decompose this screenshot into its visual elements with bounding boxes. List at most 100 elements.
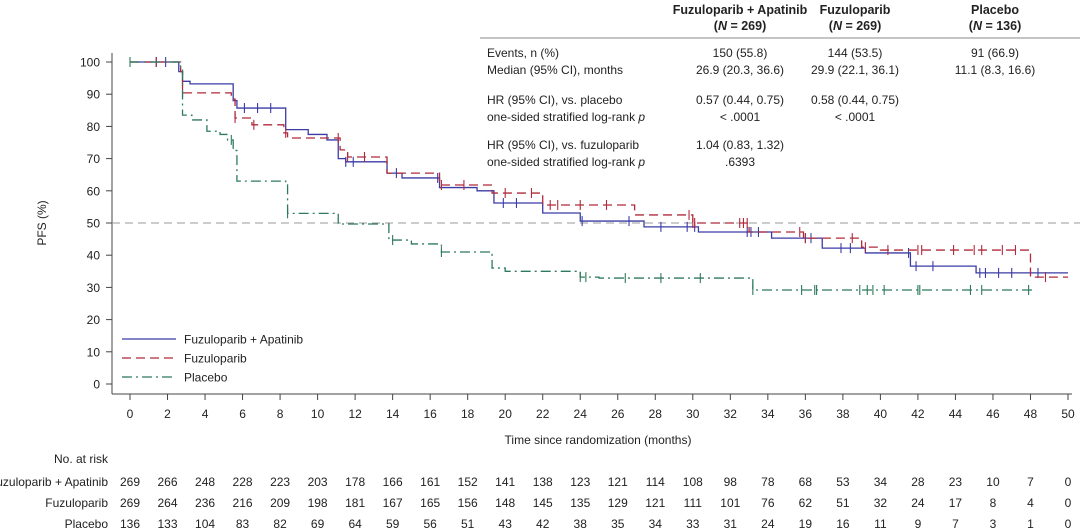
risk-value: 0 [1065,496,1072,510]
risk-value: 19 [799,517,813,529]
survival-curves [129,57,1068,295]
y-tick-label: 70 [87,152,101,166]
x-tick-label: 0 [127,407,134,421]
x-tick-label: 6 [239,407,246,421]
summary-table-header: Fuzuloparib + Apatinib(N = 269)Fuzulopar… [673,3,1022,33]
n-rest: = 269) [727,19,766,33]
risk-value: 9 [915,517,922,529]
n-prefix: ( [969,19,974,33]
risk-value: 42 [536,517,550,529]
summary-row-label-text: one-sided stratified log-rank [487,110,638,124]
x-tick-label: 28 [649,407,663,421]
risk-value: 33 [686,517,700,529]
risk-value: 38 [574,517,588,529]
risk-value: 152 [458,475,478,489]
x-tick-label: 22 [536,407,550,421]
risk-value: 16 [836,517,850,529]
summary-column-n: (N = 269) [714,19,766,33]
risk-value: 166 [383,475,403,489]
risk-row-label: Fuzuloparib + Apatinib [0,475,108,489]
summary-table-body: Events, n (%) 150 (55.8) 144 (53.5) 91 (66.… [487,46,1035,169]
y-axis-ticks: 0 10 20 30 40 50 60 70 80 90 100 [80,56,112,392]
y-tick-label: 20 [87,313,101,327]
summary-row-label-text: HR (95% CI), vs. fuzuloparib [487,138,639,152]
risk-table: Fuzuloparib + Apatinib 269 266 248 228 223 203… [0,475,1072,529]
risk-value: 34 [874,475,888,489]
summary-value: 91 (66.9) [971,46,1019,60]
risk-value: 248 [195,475,215,489]
risk-value: 203 [308,475,328,489]
x-tick-label: 48 [1024,407,1038,421]
risk-value: 141 [495,475,515,489]
x-tick-label: 14 [386,407,400,421]
risk-value: 17 [949,496,963,510]
y-tick-label: 80 [87,120,101,134]
risk-value: 145 [533,496,553,510]
risk-value: 209 [270,496,290,510]
risk-value: 135 [570,496,590,510]
risk-value: 121 [608,475,628,489]
x-tick-label: 36 [799,407,813,421]
series-line-2 [130,61,1035,291]
risk-value: 0 [1065,475,1072,489]
risk-value: 10 [986,475,1000,489]
risk-value: 266 [158,475,178,489]
risk-value: 82 [273,517,287,529]
risk-value: 59 [386,517,400,529]
risk-value: 23 [949,475,963,489]
y-axis-label: PFS (%) [35,200,49,245]
x-tick-label: 20 [499,407,513,421]
summary-row-label-text: Events, n (%) [487,46,559,60]
risk-value: 11 [874,517,887,529]
legend-label: Fuzuloparib + Apatinib [184,333,303,347]
summary-row-label: Median (95% CI), months [487,63,623,77]
risk-value: 0 [1065,517,1072,529]
summary-table: Fuzuloparib + Apatinib(N = 269)Fuzulopar… [480,3,1080,169]
risk-value: 53 [836,475,850,489]
risk-value: 62 [799,496,813,510]
n-prefix: ( [714,19,719,33]
risk-value: 228 [233,475,253,489]
risk-value: 69 [311,517,325,529]
y-tick-label: 30 [87,281,101,295]
risk-value: 138 [533,475,553,489]
risk-row-label: Fuzuloparib [45,496,108,510]
y-tick-label: 0 [93,378,100,392]
risk-value: 167 [383,496,403,510]
x-tick-label: 18 [461,407,475,421]
legend: Fuzuloparib + Apatinib Fuzuloparib Placebo [122,333,303,385]
x-tick-label: 50 [1061,407,1075,421]
x-axis-label: Time since randomization (months) [505,433,692,447]
summary-row-label-text: one-sided stratified log-rank [487,155,638,169]
risk-value: 223 [270,475,290,489]
summary-column-header: Fuzuloparib + Apatinib [673,3,808,17]
risk-value: 28 [911,475,925,489]
risk-value: 236 [195,496,215,510]
summary-value: < .0001 [835,110,876,124]
summary-value: 11.1 (8.3, 16.6) [955,63,1036,77]
x-tick-label: 30 [686,407,700,421]
x-tick-label: 26 [611,407,625,421]
summary-value: < .0001 [720,110,761,124]
risk-value: 51 [461,517,475,529]
n-italic: N [718,19,728,33]
risk-value: 34 [649,517,663,529]
y-tick-label: 50 [87,217,101,231]
legend-label: Placebo [184,371,228,385]
risk-value: 3 [990,517,997,529]
n-rest: = 136) [982,19,1021,33]
risk-value: 78 [761,475,775,489]
risk-value: 198 [308,496,328,510]
x-tick-label: 4 [202,407,209,421]
summary-value: 26.9 (20.3, 36.6) [696,63,784,77]
summary-value: 29.9 (22.1, 36.1) [811,63,899,77]
risk-value: 4 [1027,496,1034,510]
summary-column-n: (N = 136) [969,19,1021,33]
risk-value: 1 [1027,517,1034,529]
summary-row-label: Events, n (%) [487,46,559,60]
risk-value: 123 [570,475,590,489]
x-tick-label: 16 [423,407,437,421]
risk-value: 101 [720,496,740,510]
y-tick-label: 60 [87,184,101,198]
risk-value: 121 [645,496,665,510]
